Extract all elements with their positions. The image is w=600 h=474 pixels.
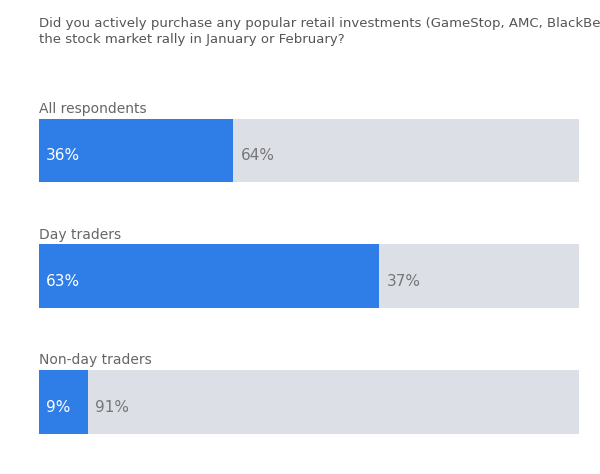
Text: Non-day traders: Non-day traders (39, 353, 152, 367)
Text: the stock market rally in January or February?: the stock market rally in January or Feb… (39, 33, 344, 46)
Text: Did you actively purchase any popular retail investments (GameStop, AMC, BlackBe: Did you actively purchase any popular re… (39, 17, 600, 29)
Text: All respondents: All respondents (39, 102, 146, 116)
Text: 64%: 64% (241, 148, 275, 163)
Text: 36%: 36% (46, 148, 80, 163)
Text: 9%: 9% (46, 400, 71, 414)
Text: 37%: 37% (386, 274, 421, 289)
Text: Day traders: Day traders (39, 228, 121, 242)
Text: 91%: 91% (95, 400, 129, 414)
Text: 63%: 63% (46, 274, 80, 289)
